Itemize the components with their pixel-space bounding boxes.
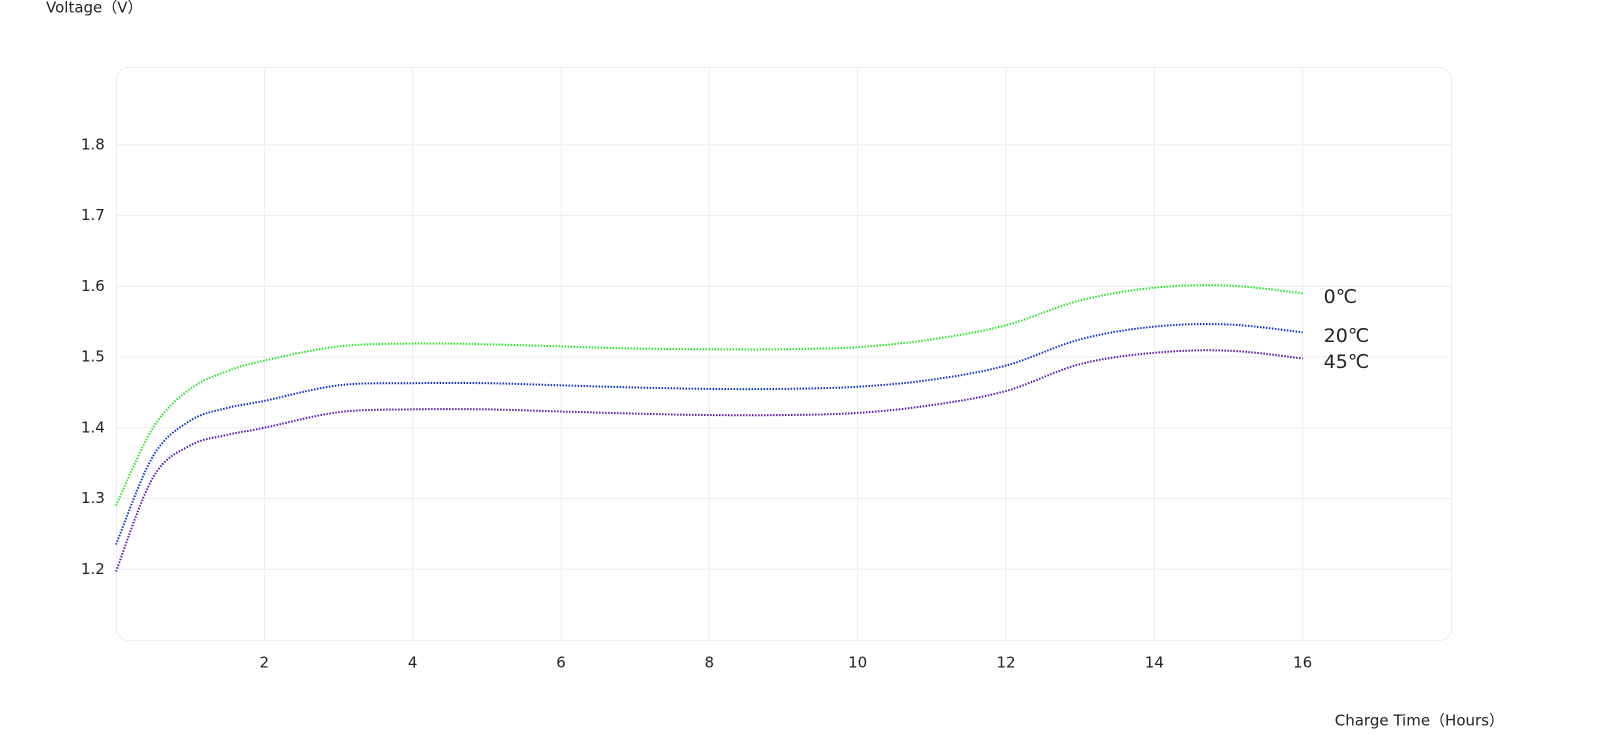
x-tick-label: 6 bbox=[556, 654, 566, 672]
y-tick-label: 1.6 bbox=[81, 277, 105, 295]
x-tick-label: 4 bbox=[408, 654, 418, 672]
x-tick-label: 14 bbox=[1145, 654, 1164, 672]
x-axis-label: Charge Time（Hours） bbox=[1335, 712, 1504, 730]
y-tick-label: 1.8 bbox=[81, 135, 105, 153]
y-tick-label: 1.7 bbox=[81, 206, 105, 224]
x-tick-label: 16 bbox=[1293, 654, 1312, 672]
y-tick-label: 1.4 bbox=[81, 418, 105, 436]
series-line bbox=[115, 323, 1303, 545]
y-axis-label: Voltage（V） bbox=[46, 0, 143, 17]
plot-frame bbox=[116, 67, 1452, 641]
y-tick-label: 1.2 bbox=[81, 560, 105, 578]
y-tick-label: 1.3 bbox=[81, 489, 105, 507]
x-tick-label: 2 bbox=[260, 654, 270, 672]
y-tick-label: 1.5 bbox=[81, 348, 105, 366]
series-label: 20℃ bbox=[1324, 325, 1370, 347]
series-label: 0℃ bbox=[1324, 286, 1357, 308]
series-line bbox=[115, 349, 1303, 572]
series-label: 45℃ bbox=[1324, 351, 1370, 373]
x-tick-label: 8 bbox=[705, 654, 715, 672]
x-tick-label: 10 bbox=[848, 654, 867, 672]
x-tick-label: 12 bbox=[996, 654, 1015, 672]
